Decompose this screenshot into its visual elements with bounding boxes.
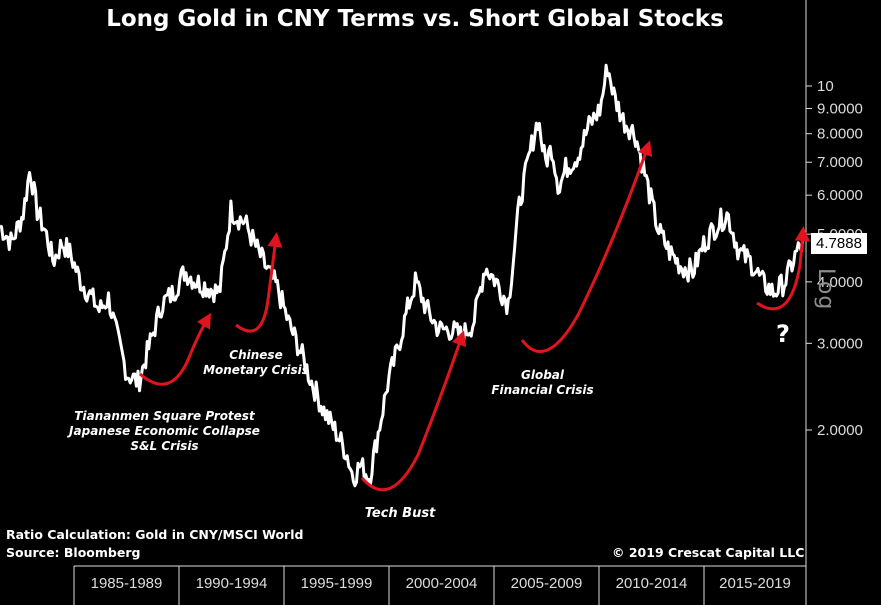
- annotation-text-1994: Chinese Monetary Crisis: [196, 348, 316, 378]
- annotation-question-mark: ?: [776, 320, 790, 348]
- annotation-text-2001: Tech Bust: [364, 506, 436, 521]
- annotation-arrow-2019: [756, 226, 810, 311]
- x-period-label: 1985-1989: [90, 575, 163, 592]
- copyright-note: © 2019 Crescat Capital LLC: [612, 545, 805, 560]
- annotation-line: Tiananmen Square Protest: [74, 409, 255, 423]
- y-tick-label: 10: [817, 78, 834, 95]
- y-tick-label: 4.0000: [817, 274, 863, 291]
- ratio-series-line: [0, 63, 808, 488]
- x-period-label: 1995-1999: [300, 575, 373, 592]
- annotation-line: S&L Crisis: [130, 439, 199, 453]
- annotation-line: Global: [520, 368, 564, 382]
- annotation-text-1990: Tiananmen Square Protest Japanese Econom…: [52, 409, 277, 454]
- annotation-line: Financial Crisis: [491, 383, 594, 397]
- source-note: Source: Bloomberg: [6, 545, 141, 560]
- y-tick-label: 6.0000: [817, 187, 863, 204]
- log-scale-label: Log: [813, 268, 838, 311]
- x-period-label: 2000-2004: [405, 575, 478, 592]
- y-tick-label: 9.0000: [817, 101, 863, 118]
- y-tick-label: 7.0000: [817, 154, 863, 171]
- annotation-arrow-1990: [139, 312, 212, 386]
- x-period-label: 2015-2019: [719, 575, 791, 592]
- annotation-arrow-2008: [520, 140, 653, 353]
- y-tick-label: 2.0000: [817, 422, 863, 439]
- x-period-label: 2010-2014: [615, 575, 688, 592]
- annotation-text-2008: Global Financial Crisis: [480, 368, 605, 398]
- annotation-line: Monetary Crisis: [203, 363, 309, 377]
- chart-title: Long Gold in CNY Terms vs. Short Global …: [106, 6, 724, 32]
- annotation-arrow-1994: [235, 232, 283, 333]
- last-value-badge: 4.7888: [811, 233, 867, 254]
- annotation-arrow-2001: [360, 330, 467, 492]
- y-tick-label: 3.0000: [817, 335, 863, 352]
- annotation-line: Chinese: [229, 348, 283, 362]
- x-period-label: 2005-2009: [510, 575, 583, 592]
- x-period-label: 1990-1994: [195, 575, 268, 592]
- y-axis-ticks: 109.00008.00007.00006.00005.00004.00003.…: [806, 78, 863, 439]
- annotation-line: Japanese Economic Collapse: [69, 424, 260, 438]
- y-tick-label: 8.0000: [817, 126, 863, 143]
- ratio-note: Ratio Calculation: Gold in CNY/MSCI Worl…: [6, 527, 304, 542]
